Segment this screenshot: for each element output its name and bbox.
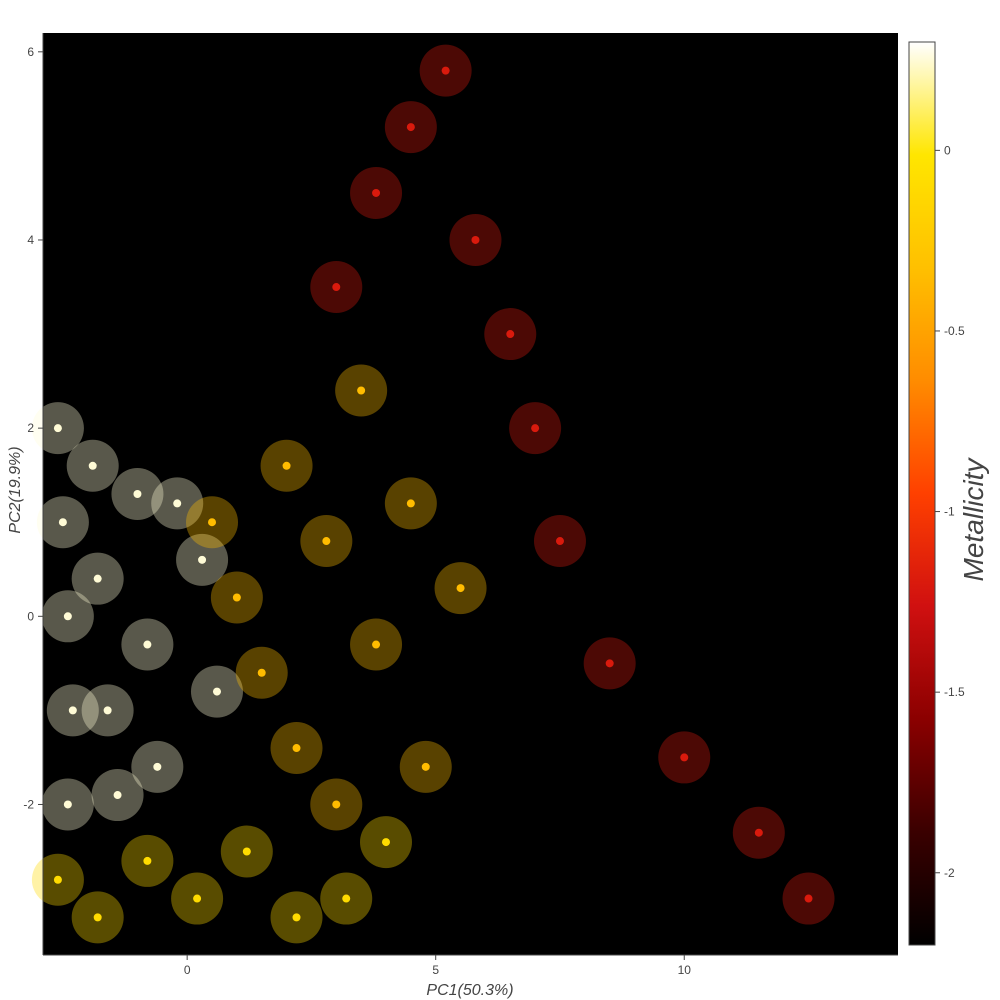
data-point-2-11 (804, 894, 813, 903)
x-tick-label: 5 (432, 963, 439, 977)
data-point-3-5 (292, 913, 301, 922)
data-point-0-12 (173, 499, 182, 508)
data-point-1-9 (406, 499, 415, 508)
data-point-0-3 (68, 706, 77, 715)
data-point-3-4 (242, 847, 251, 856)
data-point-0-1 (58, 518, 67, 527)
x-axis-ticks: 0 5 10 (184, 955, 691, 977)
colorbar-ticks: 0 -0.5 -1 -1.5 -2 (935, 143, 965, 880)
data-point-2-6 (531, 424, 540, 433)
data-point-2-7 (555, 537, 564, 546)
data-point-3-2 (143, 856, 152, 865)
data-point-1-4 (292, 744, 301, 753)
colorbar-tick-label: -1.5 (944, 685, 965, 699)
y-tick-label: 6 (27, 45, 34, 59)
y-axis-title: PC2(19.9%) (7, 446, 24, 533)
data-point-0-13 (198, 555, 207, 564)
data-point-0-5 (88, 461, 97, 470)
data-point-1-6 (332, 800, 341, 809)
data-point-1-8 (372, 640, 381, 649)
data-point-0-9 (133, 490, 142, 498)
y-tick-label: 0 (27, 609, 34, 623)
data-point-2-2 (406, 123, 415, 132)
data-point-1-10 (421, 762, 430, 771)
data-point-1-5 (322, 537, 331, 546)
data-point-0-7 (103, 706, 112, 715)
data-point-0-10 (143, 640, 152, 649)
data-point-2-4 (471, 235, 480, 244)
data-point-3-3 (193, 894, 202, 903)
data-point-1-11 (456, 584, 465, 593)
data-point-2-9 (680, 753, 689, 762)
data-point-2-5 (506, 330, 515, 339)
y-tick-label: 2 (27, 421, 34, 435)
data-point-1-1 (232, 593, 241, 602)
colorbar-tick-label: 0 (944, 143, 951, 157)
colorbar-tick-label: -1 (944, 505, 955, 519)
data-point-0-8 (113, 791, 122, 800)
data-point-1-0 (208, 518, 217, 527)
data-point-3-6 (342, 894, 351, 903)
data-point-3-1 (93, 913, 102, 922)
data-point-0-11 (153, 762, 162, 771)
data-point-0-6 (93, 574, 102, 583)
x-axis-title: PC1(50.3%) (426, 982, 513, 999)
colorbar (908, 41, 936, 946)
y-tick-label: -2 (23, 797, 34, 811)
data-point-2-0 (332, 283, 341, 292)
colorbar-tick-label: -0.5 (944, 324, 965, 338)
y-tick-label: 4 (27, 233, 34, 247)
data-point-0-4 (63, 800, 72, 809)
data-point-0-14 (212, 687, 221, 696)
x-tick-label: 0 (184, 963, 191, 977)
colorbar-tick-label: -2 (944, 866, 955, 880)
plot-background (43, 33, 898, 955)
data-point-2-3 (441, 66, 450, 75)
data-point-2-1 (372, 188, 381, 197)
data-point-3-7 (381, 838, 390, 847)
data-point-0-2 (63, 612, 72, 621)
colorbar-title: Metallicity (958, 457, 989, 582)
x-tick-label: 10 (678, 963, 692, 977)
data-point-2-8 (605, 659, 614, 668)
data-point-1-3 (282, 461, 291, 470)
y-axis-ticks: -2 0 2 4 6 (23, 45, 43, 811)
data-point-3-0 (53, 875, 62, 884)
data-point-0-0 (53, 424, 62, 433)
data-point-2-10 (754, 828, 763, 837)
data-points (31, 44, 835, 944)
data-point-1-2 (257, 668, 266, 677)
data-point-1-7 (357, 386, 366, 395)
